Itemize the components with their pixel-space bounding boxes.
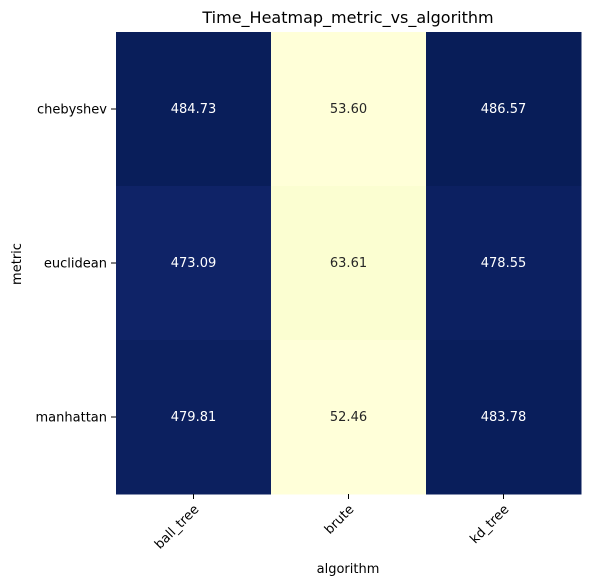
x-tick-label: kd_tree [467, 502, 512, 547]
cell-value-label: 478.55 [481, 256, 527, 271]
cell-value-label: 486.57 [481, 102, 527, 117]
y-tick-label: manhattan [36, 411, 107, 426]
x-axis-label: algorithm [317, 562, 380, 577]
heatmap-cell [116, 32, 272, 187]
chart-title: Time_Heatmap_metric_vs_algorithm [201, 8, 493, 28]
y-tick-label: euclidean [44, 257, 107, 272]
heatmap-cell [426, 32, 582, 187]
cell-value-labels: 484.73 53.60 486.57 473.09 63.61 478.55 479.81… [171, 102, 527, 425]
heatmap-cell [271, 32, 427, 187]
x-tick-label: ball_tree [152, 502, 202, 552]
cell-value-label: 63.61 [330, 256, 367, 271]
y-axis-label: metric [10, 243, 25, 285]
y-axis-ticks: chebyshev euclidean manhattan [36, 103, 116, 426]
x-tick-label: brute [322, 502, 357, 537]
y-tick-label: chebyshev [37, 103, 107, 118]
heatmap-cell [271, 340, 427, 495]
cell-value-label: 484.73 [171, 102, 217, 117]
x-axis-ticks: ball_tree brute kd_tree [152, 494, 512, 553]
cell-value-label: 479.81 [171, 410, 217, 425]
heatmap-cell [116, 186, 272, 341]
heatmap-cell [426, 186, 582, 341]
cell-value-label: 53.60 [330, 102, 367, 117]
cell-value-label: 483.78 [481, 410, 527, 425]
cell-value-label: 473.09 [171, 256, 217, 271]
heatmap-cells [116, 32, 582, 495]
heatmap-cell [271, 186, 427, 341]
heatmap-cell [116, 340, 272, 495]
heatmap-cell [426, 340, 582, 495]
cell-value-label: 52.46 [330, 410, 367, 425]
